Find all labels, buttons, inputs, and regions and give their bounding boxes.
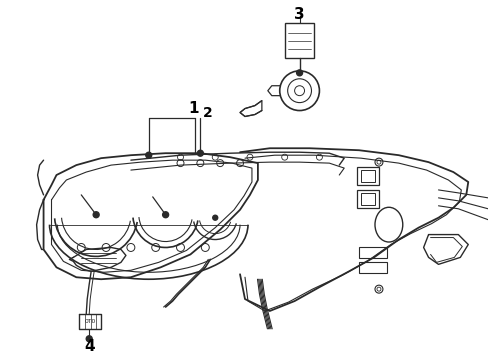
Text: 3: 3 <box>294 7 305 22</box>
Circle shape <box>146 152 152 158</box>
Text: 1: 1 <box>188 101 198 116</box>
Circle shape <box>197 150 203 156</box>
Circle shape <box>296 70 302 76</box>
Text: 2: 2 <box>202 105 212 120</box>
Text: OTO: OTO <box>85 319 96 324</box>
Circle shape <box>86 336 92 342</box>
Circle shape <box>213 215 218 220</box>
Text: 4: 4 <box>84 339 95 354</box>
Circle shape <box>163 212 169 218</box>
Circle shape <box>93 212 99 218</box>
